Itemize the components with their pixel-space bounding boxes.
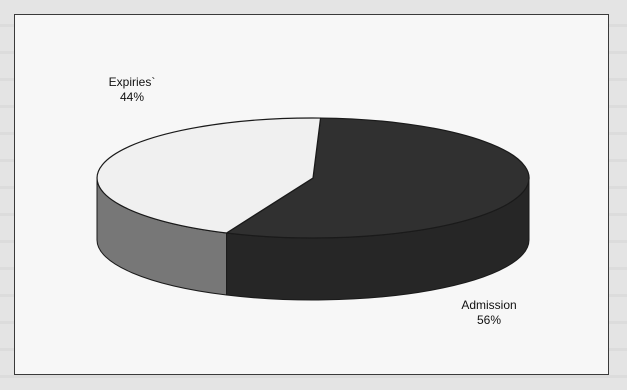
slice-percent: 56% [476, 313, 502, 327]
slice-percent: 44% [119, 90, 145, 104]
slice-label-admission: Admission 56% [444, 298, 534, 328]
pie-slice-admission [224, 117, 530, 239]
slice-label-expiries: Expiries` 44% [87, 75, 177, 105]
pie-slice-expiries- [96, 117, 322, 234]
slice-name: Admission [461, 298, 517, 312]
slice-name: Expiries` [108, 75, 156, 89]
